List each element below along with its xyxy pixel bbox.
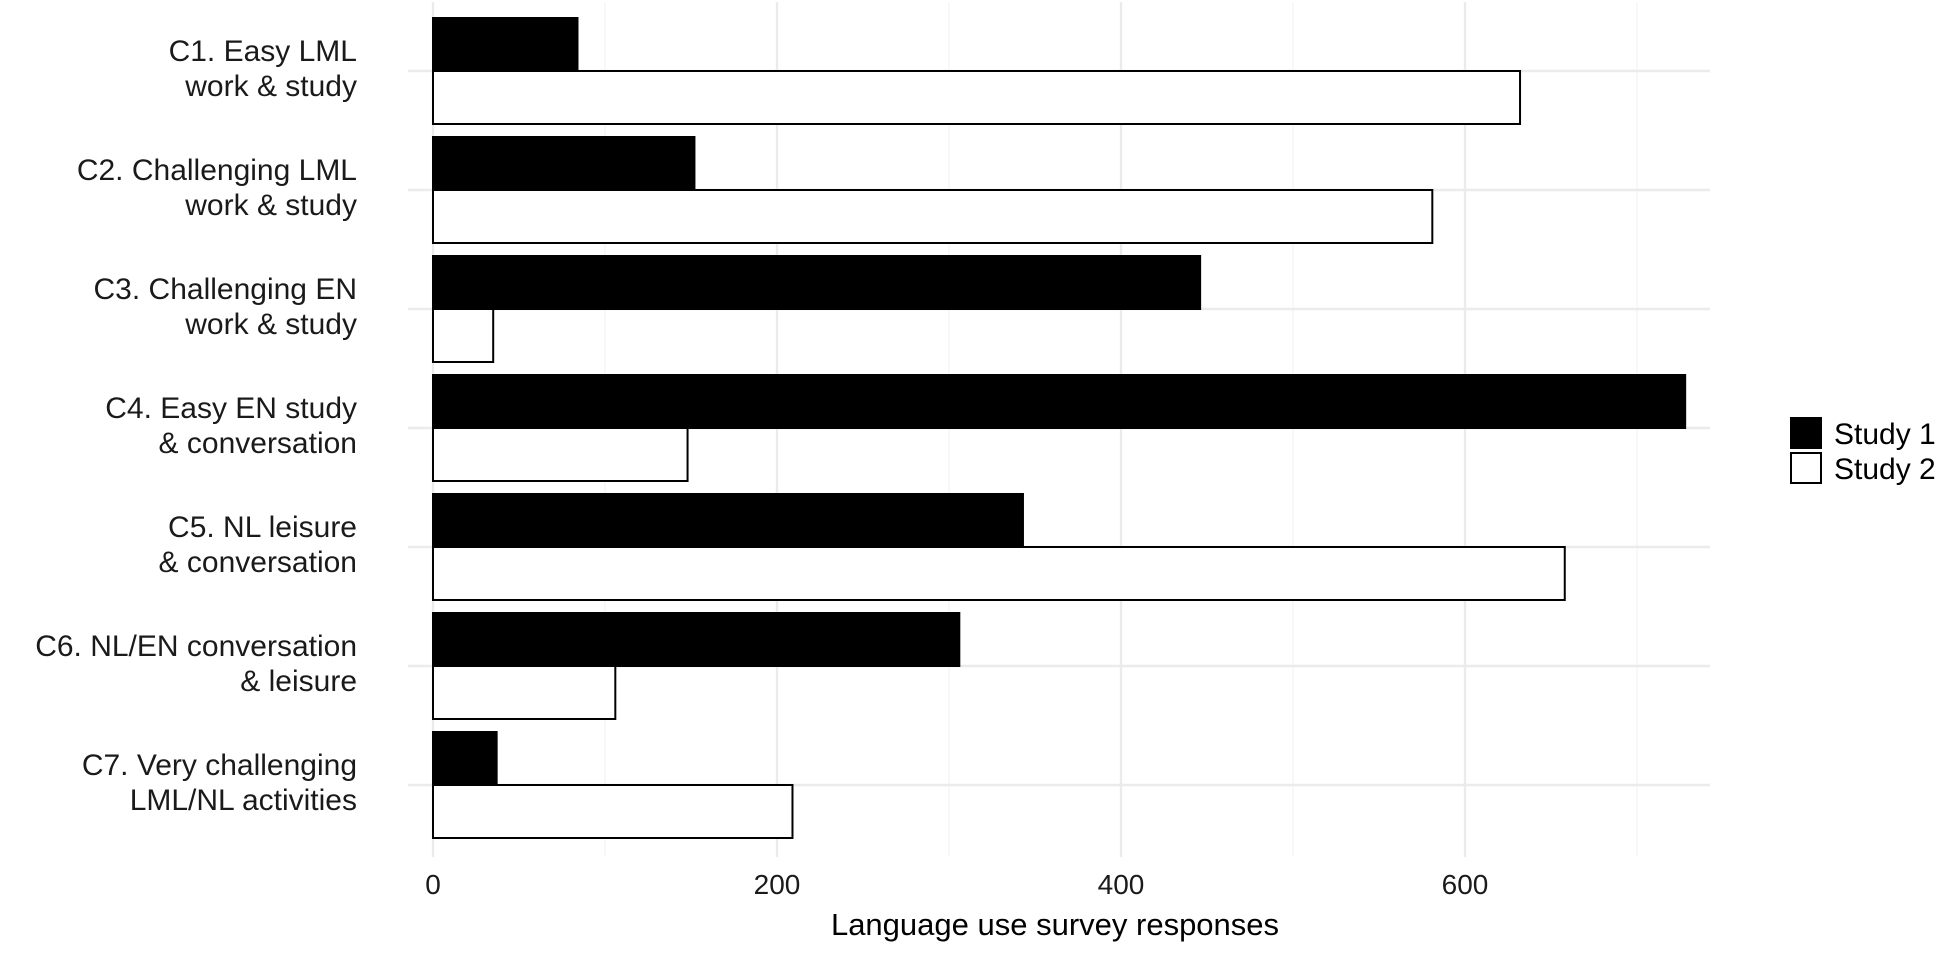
category-label-line: work & study	[184, 308, 357, 341]
bar-study-1	[432, 612, 961, 667]
bar-study-1	[432, 374, 1687, 429]
bar-study-2	[432, 665, 617, 720]
category-label: C4. Easy EN study & conversation	[105, 392, 357, 460]
legend-label: Study 1	[1834, 418, 1936, 451]
category-label-line: C7. Very challenging	[82, 749, 357, 782]
legend-swatch	[1790, 417, 1822, 449]
category-label-line: LML/NL activities	[130, 784, 357, 817]
legend-label: Study 2	[1834, 453, 1936, 486]
category-label-line: C6. NL/EN conversation	[35, 630, 357, 663]
bar-study-2	[432, 189, 1434, 244]
bar-study-1	[432, 17, 579, 72]
bar-study-1	[432, 136, 696, 191]
legend-swatch	[1790, 452, 1822, 484]
category-label: C7. Very challenging LML/NL activities	[82, 749, 357, 817]
category-label-line: C1. Easy LML	[169, 35, 357, 68]
bar-study-1	[432, 493, 1024, 548]
category-label: C6. NL/EN conversation & leisure	[35, 630, 357, 698]
category-label-line: & leisure	[240, 665, 357, 698]
bar-study-2	[432, 308, 495, 363]
x-tick-label: 200	[754, 869, 801, 900]
x-axis-ticks: 0 200 400 600	[425, 869, 1488, 900]
category-label: C5. NL leisure & conversation	[159, 511, 357, 579]
category-label-line: C4. Easy EN study	[105, 392, 357, 425]
bar-study-1	[432, 255, 1202, 310]
category-label-line: & conversation	[159, 427, 357, 460]
bar-study-2	[432, 784, 794, 839]
x-tick-label: 600	[1442, 869, 1489, 900]
category-label-line: work & study	[184, 189, 357, 222]
bar-study-2	[432, 70, 1522, 125]
bar-study-2	[432, 546, 1566, 601]
bars	[432, 17, 1687, 839]
category-label-line: C5. NL leisure	[168, 511, 357, 544]
x-axis-title: Language use survey responses	[831, 907, 1279, 942]
category-label: C1. Easy LML work & study	[169, 35, 357, 103]
category-label-line: & conversation	[159, 546, 357, 579]
category-label: C3. Challenging EN work & study	[94, 273, 357, 341]
category-label-line: work & study	[184, 70, 357, 103]
category-label-line: C3. Challenging EN	[94, 273, 357, 306]
bar-study-2	[432, 427, 689, 482]
category-label: C2. Challenging LML work & study	[77, 154, 357, 222]
x-tick-label: 400	[1098, 869, 1145, 900]
category-label-line: C2. Challenging LML	[77, 154, 357, 187]
x-tick-label: 0	[425, 869, 441, 900]
bar-study-1	[432, 731, 498, 786]
